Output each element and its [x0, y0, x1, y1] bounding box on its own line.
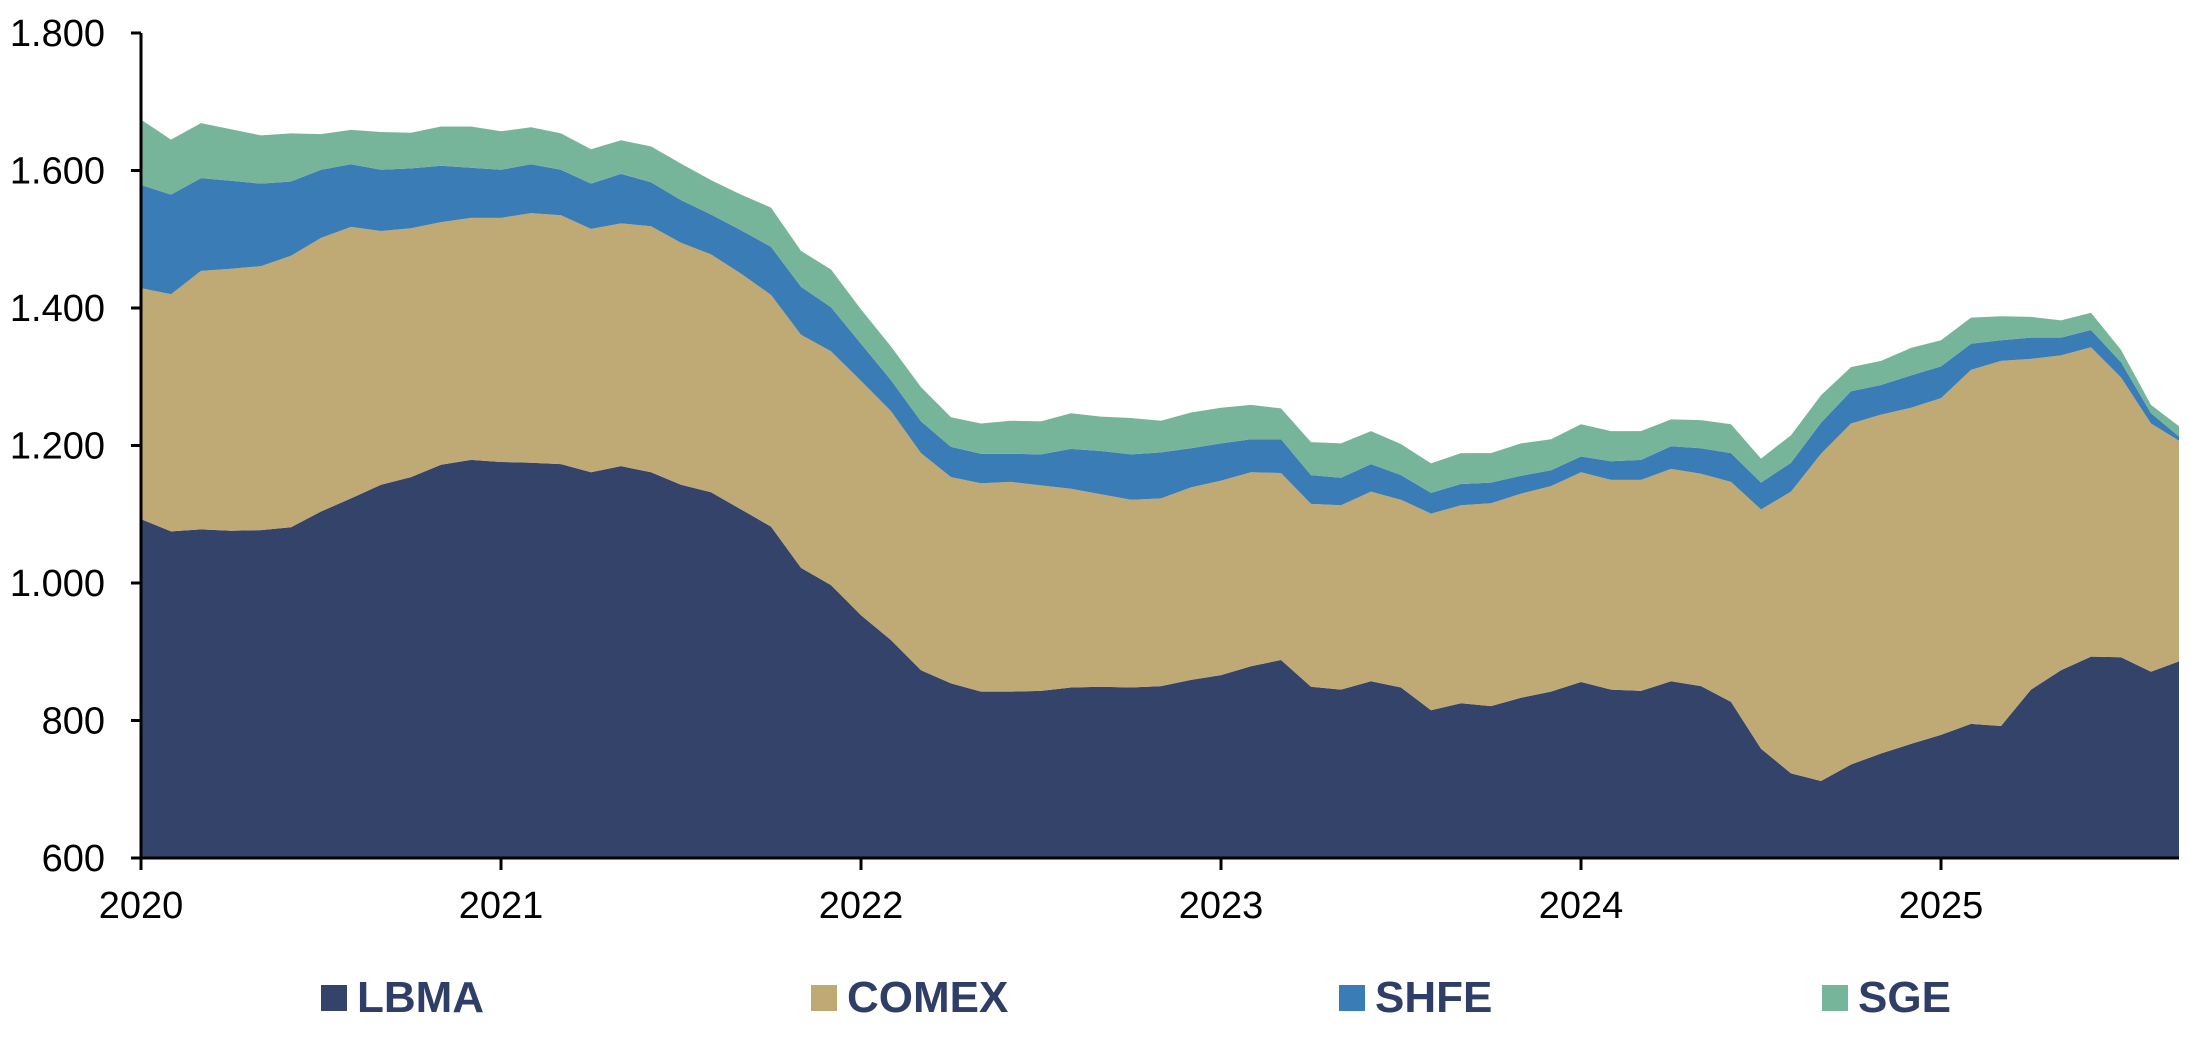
x-tick-label: 2023	[1179, 885, 1264, 927]
legend-swatch-comex	[811, 985, 837, 1011]
area-lbma	[141, 459, 2179, 858]
y-tick-label: 1.000	[10, 563, 105, 605]
area-shfe	[141, 164, 2179, 514]
x-tick-label: 2024	[1539, 885, 1624, 927]
x-tick-label: 2025	[1899, 885, 1984, 927]
legend-item-comex: COMEX	[811, 968, 1008, 1028]
x-tick-label: 2022	[819, 885, 904, 927]
legend-label-comex: COMEX	[847, 973, 1009, 1022]
x-tick-label: 2020	[99, 885, 184, 927]
legend: LBMA COMEX SHFE SGE	[0, 968, 2190, 1028]
y-tick-label: 1.400	[10, 288, 105, 330]
x-tick-label: 2021	[459, 885, 544, 927]
legend-item-sge: SGE	[1822, 968, 1951, 1028]
y-tick-label: 1.800	[10, 13, 105, 55]
y-tick-label: 1.200	[10, 426, 105, 468]
legend-label-shfe: SHFE	[1375, 973, 1493, 1022]
legend-item-lbma: LBMA	[321, 968, 484, 1028]
legend-swatch-shfe	[1339, 985, 1365, 1011]
legend-item-shfe: SHFE	[1339, 968, 1492, 1028]
legend-swatch-sge	[1822, 985, 1848, 1011]
y-tick-label: 600	[42, 838, 105, 880]
legend-label-sge: SGE	[1858, 973, 1951, 1022]
area-sge	[141, 119, 2179, 493]
area-comex	[141, 213, 2179, 782]
legend-swatch-lbma	[321, 985, 347, 1011]
stacked-area-chart: 600 800 1.000 1.200 1.400 1.600 1.800 2020 2021 2…	[10, 13, 2179, 927]
y-tick-label: 800	[42, 701, 105, 743]
legend-label-lbma: LBMA	[357, 973, 485, 1022]
y-tick-label: 1.600	[10, 151, 105, 193]
